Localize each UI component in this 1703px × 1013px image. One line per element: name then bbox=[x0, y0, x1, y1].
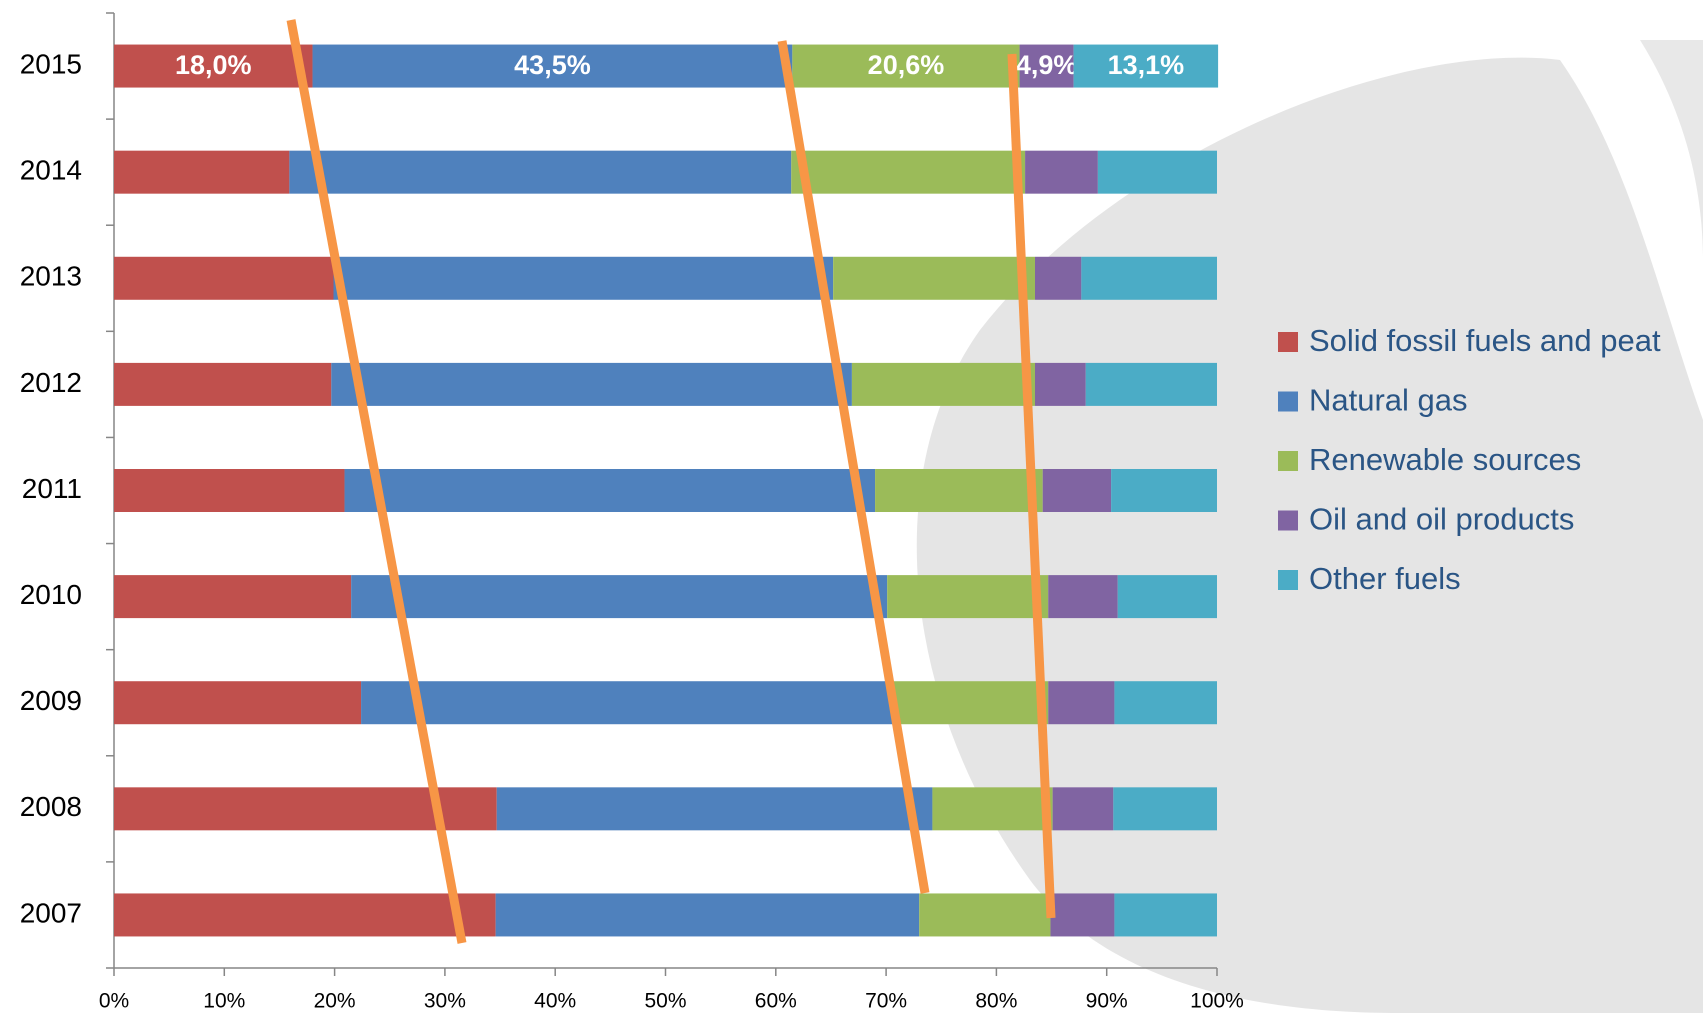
y-tick-label: 2015 bbox=[20, 48, 82, 79]
x-tick-label: 20% bbox=[314, 990, 356, 1013]
y-tick-label: 2007 bbox=[20, 897, 82, 928]
bar-segment bbox=[1114, 893, 1217, 936]
bar-segment bbox=[919, 893, 1050, 936]
data-label: 13,1% bbox=[1108, 50, 1185, 80]
y-tick-label: 2009 bbox=[20, 685, 82, 716]
bar-segment bbox=[333, 257, 833, 300]
y-tick-label: 2008 bbox=[20, 791, 82, 822]
bar-segment bbox=[1025, 151, 1098, 194]
legend-label: Natural gas bbox=[1309, 383, 1468, 418]
bar-segment bbox=[1113, 787, 1217, 830]
y-tick-label: 2012 bbox=[20, 367, 82, 398]
data-label: 43,5% bbox=[514, 50, 591, 80]
x-tick-label: 100% bbox=[1190, 990, 1244, 1013]
legend-swatch bbox=[1278, 511, 1298, 531]
x-tick-label: 30% bbox=[424, 990, 466, 1013]
bar-segment bbox=[1035, 257, 1081, 300]
bar-segment bbox=[833, 257, 1035, 300]
legend-label: Renewable sources bbox=[1309, 442, 1581, 477]
x-tick-label: 60% bbox=[755, 990, 797, 1013]
bar-segment bbox=[791, 151, 1025, 194]
legend-label: Other fuels bbox=[1309, 561, 1461, 596]
bar-segment bbox=[1086, 363, 1217, 406]
y-tick-label: 2014 bbox=[20, 155, 82, 186]
bar-segment bbox=[114, 893, 496, 936]
bar-segment bbox=[496, 893, 920, 936]
legend-swatch bbox=[1278, 570, 1298, 590]
bar-segment bbox=[875, 469, 1043, 512]
bar-segment bbox=[114, 681, 361, 724]
legend-swatch bbox=[1278, 392, 1298, 412]
bar-segment bbox=[894, 681, 1048, 724]
bar-segment bbox=[351, 575, 887, 618]
chart: 0% 10% 20% 30% 40% 50% 60% 70% 80% 90% 100% 2015 18,… bbox=[0, 0, 1703, 1013]
bar-segment bbox=[497, 787, 933, 830]
bar-segment bbox=[1048, 681, 1114, 724]
bar-segment bbox=[1043, 469, 1111, 512]
bar-segment bbox=[114, 363, 331, 406]
bar-segment bbox=[932, 787, 1052, 830]
bar-segment bbox=[1111, 469, 1217, 512]
bar-segment bbox=[331, 363, 852, 406]
legend-swatch bbox=[1278, 332, 1298, 352]
data-label: 18,0% bbox=[175, 50, 252, 80]
bar-segment bbox=[345, 469, 876, 512]
legend-label: Oil and oil products bbox=[1309, 502, 1574, 537]
bar-segment bbox=[1053, 787, 1114, 830]
y-tick-label: 2013 bbox=[20, 261, 82, 292]
x-tick-label: 70% bbox=[865, 990, 907, 1013]
x-tick-label: 80% bbox=[975, 990, 1017, 1013]
x-tick-label: 0% bbox=[99, 990, 129, 1013]
bar-segment bbox=[114, 469, 345, 512]
bar-segment bbox=[1048, 575, 1117, 618]
bar-segment bbox=[289, 151, 791, 194]
bar-segment bbox=[114, 151, 289, 194]
legend-swatch bbox=[1278, 451, 1298, 471]
data-label: 20,6% bbox=[868, 50, 945, 80]
bar-segment bbox=[1098, 151, 1217, 194]
bar-segment bbox=[114, 575, 351, 618]
bar-segment bbox=[1114, 681, 1217, 724]
x-tick-label: 40% bbox=[534, 990, 576, 1013]
x-tick-label: 50% bbox=[644, 990, 686, 1013]
y-tick-label: 2011 bbox=[22, 473, 82, 504]
bar-segment bbox=[887, 575, 1048, 618]
bar-segment bbox=[1081, 257, 1217, 300]
y-tick-label: 2010 bbox=[20, 579, 82, 610]
x-tick-label: 90% bbox=[1086, 990, 1128, 1013]
legend-label: Solid fossil fuels and peat bbox=[1309, 323, 1661, 358]
bar-segment bbox=[361, 681, 894, 724]
bar-segment bbox=[1050, 893, 1114, 936]
bar-segment bbox=[852, 363, 1035, 406]
x-tick-label: 10% bbox=[203, 990, 245, 1013]
bar-segment bbox=[114, 257, 333, 300]
bar-segment bbox=[1035, 363, 1086, 406]
data-label: 4,9% bbox=[1016, 50, 1078, 80]
bar-segment bbox=[1118, 575, 1217, 618]
